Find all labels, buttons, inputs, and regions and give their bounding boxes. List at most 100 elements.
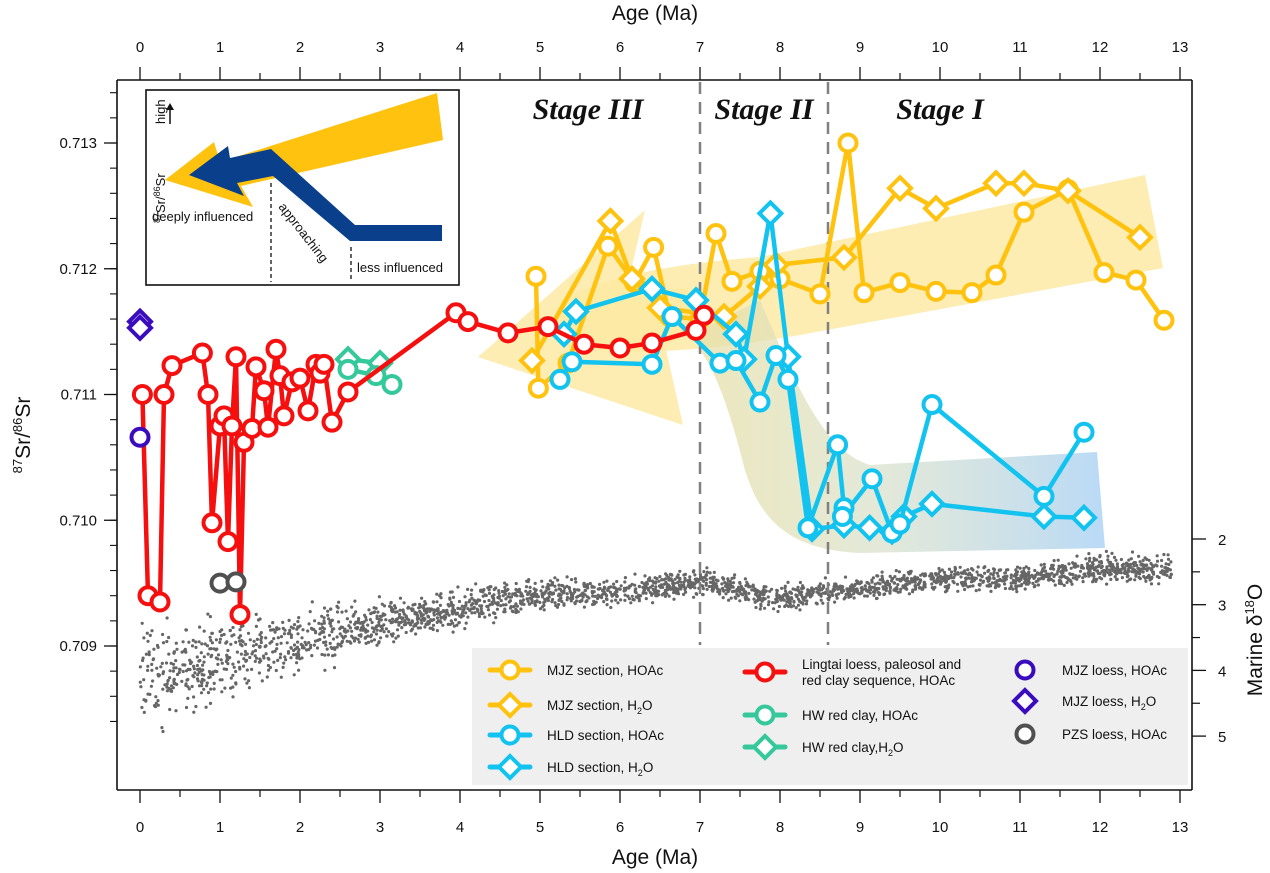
- d18o-point: [1037, 572, 1041, 576]
- data-point: [609, 337, 631, 359]
- legend-marker-swatch: [754, 704, 776, 726]
- data-point: [191, 342, 213, 364]
- d18o-point: [154, 695, 158, 699]
- data-point: [573, 333, 595, 355]
- d18o-point: [1151, 570, 1155, 574]
- d18o-point: [837, 585, 841, 589]
- d18o-point: [721, 576, 725, 580]
- data-point: [289, 367, 311, 389]
- d18o-point: [320, 622, 324, 626]
- d18o-point: [1056, 569, 1060, 574]
- d18o-point: [218, 640, 222, 645]
- d18o-point: [335, 645, 339, 649]
- d18o-point: [981, 579, 986, 583]
- d18o-point: [472, 605, 476, 610]
- data-point: [337, 381, 359, 403]
- d18o-point: [633, 583, 637, 587]
- d18o-point: [1155, 564, 1159, 568]
- d18o-point: [672, 588, 676, 592]
- data-point: [1126, 223, 1154, 252]
- d18o-point: [397, 623, 401, 627]
- d18o-point: [573, 590, 577, 594]
- d18o-point: [1014, 568, 1018, 572]
- d18o-point: [817, 584, 821, 588]
- d18o-point: [435, 629, 439, 633]
- d18o-point: [295, 645, 299, 649]
- d18o-point: [752, 597, 756, 601]
- d18o-point: [533, 603, 538, 608]
- d18o-point: [296, 632, 300, 636]
- legend-label: MJZ section, HOAc: [547, 663, 664, 678]
- d18o-point: [480, 604, 484, 608]
- d18o-point: [332, 666, 337, 670]
- legend-item: HLD section, HOAc: [487, 724, 664, 746]
- d18o-point: [296, 640, 300, 644]
- data-point: [525, 265, 547, 287]
- d18o-point: [683, 578, 687, 583]
- d18o-point: [206, 612, 210, 616]
- d18o-point: [934, 572, 938, 576]
- d18o-point: [880, 570, 884, 574]
- series-hw-red-clay-hoac: [337, 358, 403, 395]
- d18o-point: [489, 585, 493, 589]
- d18o-point: [1053, 583, 1057, 587]
- d18o-point: [1157, 582, 1161, 586]
- d18o-point: [650, 579, 655, 583]
- data-point: [830, 243, 858, 272]
- d18o-point: [367, 608, 371, 612]
- d18o-point: [570, 578, 574, 582]
- data-point: [661, 306, 683, 328]
- d18o-point: [650, 593, 654, 597]
- d18o-point: [989, 572, 993, 576]
- d18o-point: [500, 589, 504, 594]
- d18o-point: [661, 585, 665, 590]
- x-tick-label-top: 0: [136, 39, 144, 56]
- d18o-point: [199, 691, 204, 695]
- y-tick-label-left: 0.712: [59, 261, 97, 278]
- d18o-point: [461, 614, 465, 618]
- d18o-point: [1169, 572, 1173, 576]
- d18o-point: [358, 621, 362, 625]
- d18o-point: [1081, 576, 1085, 580]
- d18o-point: [863, 584, 867, 588]
- d18o-point: [286, 651, 291, 655]
- d18o-point: [463, 627, 467, 631]
- d18o-point: [1042, 565, 1047, 570]
- series-layer: [126, 132, 1175, 626]
- d18o-point: [792, 600, 796, 604]
- d18o-point: [872, 593, 876, 598]
- d18o-point: [738, 599, 742, 603]
- d18o-point: [313, 619, 317, 623]
- d18o-point: [168, 707, 172, 712]
- d18o-point: [272, 660, 276, 664]
- d18o-point: [424, 622, 428, 627]
- d18o-point: [657, 579, 661, 583]
- d18o-point: [1055, 572, 1059, 576]
- d18o-point: [255, 637, 259, 642]
- d18o-point: [541, 585, 545, 589]
- legend-item: MJZ section, HOAc: [487, 659, 664, 681]
- data-point: [889, 513, 911, 535]
- d18o-point: [526, 599, 530, 603]
- d18o-point: [633, 590, 637, 594]
- d18o-point: [161, 672, 165, 676]
- d18o-point: [248, 655, 252, 660]
- d18o-point: [259, 640, 263, 645]
- d18o-point: [426, 620, 430, 624]
- d18o-point: [1013, 581, 1018, 585]
- d18o-point: [1168, 568, 1172, 572]
- d18o-point: [775, 594, 779, 598]
- data-point: [149, 591, 171, 613]
- d18o-point: [796, 597, 801, 601]
- d18o-point: [243, 649, 247, 654]
- d18o-point: [473, 599, 477, 603]
- d18o-point: [1110, 551, 1114, 556]
- d18o-point: [347, 624, 351, 628]
- d18o-point: [379, 636, 383, 640]
- d18o-point: [246, 631, 251, 635]
- d18o-point: [492, 621, 496, 625]
- data-point: [457, 311, 479, 333]
- d18o-point: [208, 615, 212, 619]
- d18o-point: [450, 602, 454, 607]
- d18o-point: [234, 669, 238, 674]
